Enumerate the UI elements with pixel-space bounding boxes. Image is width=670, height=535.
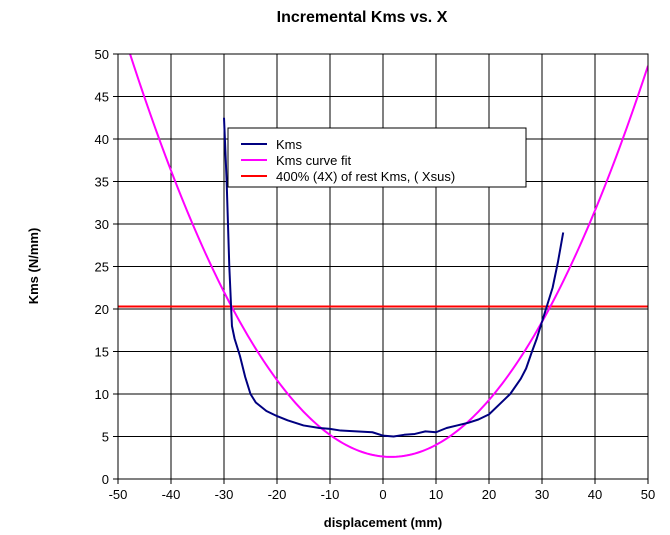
- y-tick-label: 25: [95, 260, 109, 275]
- x-tick-label: 20: [482, 487, 496, 502]
- series-line-kms-curve-fit: [128, 54, 648, 458]
- x-tick-label: 40: [588, 487, 602, 502]
- legend-label-kms: Kms: [276, 137, 303, 152]
- y-axis-label: Kms (N/mm): [26, 228, 41, 305]
- legend-box: [227, 127, 527, 188]
- y-tick-label: 50: [95, 47, 109, 62]
- x-tick-label: 0: [379, 487, 386, 502]
- x-tick-label: -40: [162, 487, 181, 502]
- y-tick-label: 20: [95, 302, 109, 317]
- legend: Kms Kms curve fit 400% (4X) of rest Kms,…: [227, 127, 527, 188]
- series-line-kms: [223, 117, 565, 438]
- y-tick-label: 40: [95, 132, 109, 147]
- x-tick-label: 50: [641, 487, 655, 502]
- y-tick-label: 10: [95, 387, 109, 402]
- y-tick-label: 35: [95, 175, 109, 190]
- chart-title: Incremental Kms vs. X: [277, 9, 448, 26]
- y-tick-label: 5: [102, 430, 109, 445]
- x-tick-label: 30: [535, 487, 549, 502]
- x-tick-label: -30: [215, 487, 234, 502]
- legend-label-fit: Kms curve fit: [276, 153, 352, 168]
- y-tick-label: 30: [95, 217, 109, 232]
- tick-labels: -50 -40 -30 -20 -10 0 10 20 30 40 50 0 5 10 15 20 25 30 35…: [95, 47, 656, 502]
- series-layer: [118, 54, 648, 458]
- x-tick-label: -10: [321, 487, 340, 502]
- y-tick-label: 0: [102, 472, 109, 487]
- x-tick-label: 10: [429, 487, 443, 502]
- x-tick-label: -20: [268, 487, 287, 502]
- legend-label-limit: 400% (4X) of rest Kms, ( Xsus): [276, 169, 455, 184]
- x-axis-label: displacement (mm): [324, 515, 442, 530]
- y-tick-label: 45: [95, 90, 109, 105]
- series-group: [118, 54, 648, 458]
- plot-frame: [117, 53, 649, 480]
- y-tick-label: 15: [95, 345, 109, 360]
- x-tick-label: -50: [109, 487, 128, 502]
